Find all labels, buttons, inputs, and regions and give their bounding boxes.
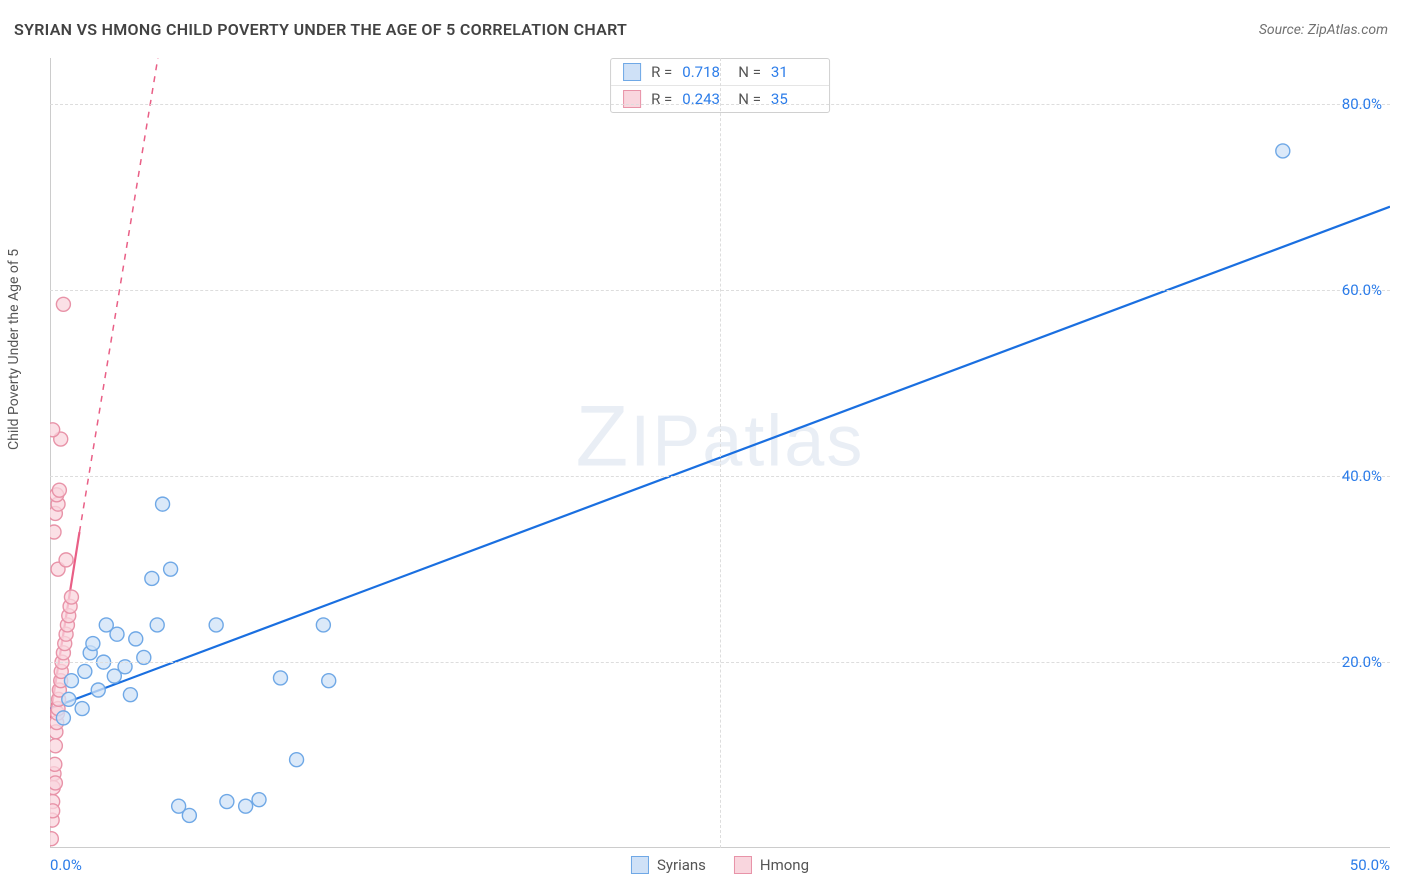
legend-label-syrians: Syrians [657,856,706,874]
y-axis-label: Child Poverty Under the Age of 5 [6,249,22,450]
legend-item-hmong: Hmong [734,856,809,874]
label-R: R = [651,63,672,81]
plot-area: ZIPatlas R = 0.718 N = 31 R = 0.243 N = … [50,58,1390,848]
y-tick-label: 40.0% [1342,467,1382,485]
x-tick-label: 0.0% [50,856,82,874]
x-tick-label: 50.0% [1350,856,1390,874]
y-tick-label: 60.0% [1342,281,1382,299]
label-N: N = [738,63,761,81]
source-label: Source: ZipAtlas.com [1259,22,1388,38]
legend-series: Syrians Hmong [631,856,809,874]
value-R-syrians: 0.718 [682,63,728,81]
y-tick-label: 80.0% [1342,95,1382,113]
swatch-hmong-bottom [734,856,752,874]
chart-title: SYRIAN VS HMONG CHILD POVERTY UNDER THE … [14,20,627,39]
gridline-v [720,58,721,848]
y-tick-label: 20.0% [1342,653,1382,671]
swatch-syrians [623,63,641,81]
swatch-syrians-bottom [631,856,649,874]
value-N-syrians: 31 [771,63,817,81]
legend-item-syrians: Syrians [631,856,706,874]
legend-label-hmong: Hmong [760,856,809,874]
